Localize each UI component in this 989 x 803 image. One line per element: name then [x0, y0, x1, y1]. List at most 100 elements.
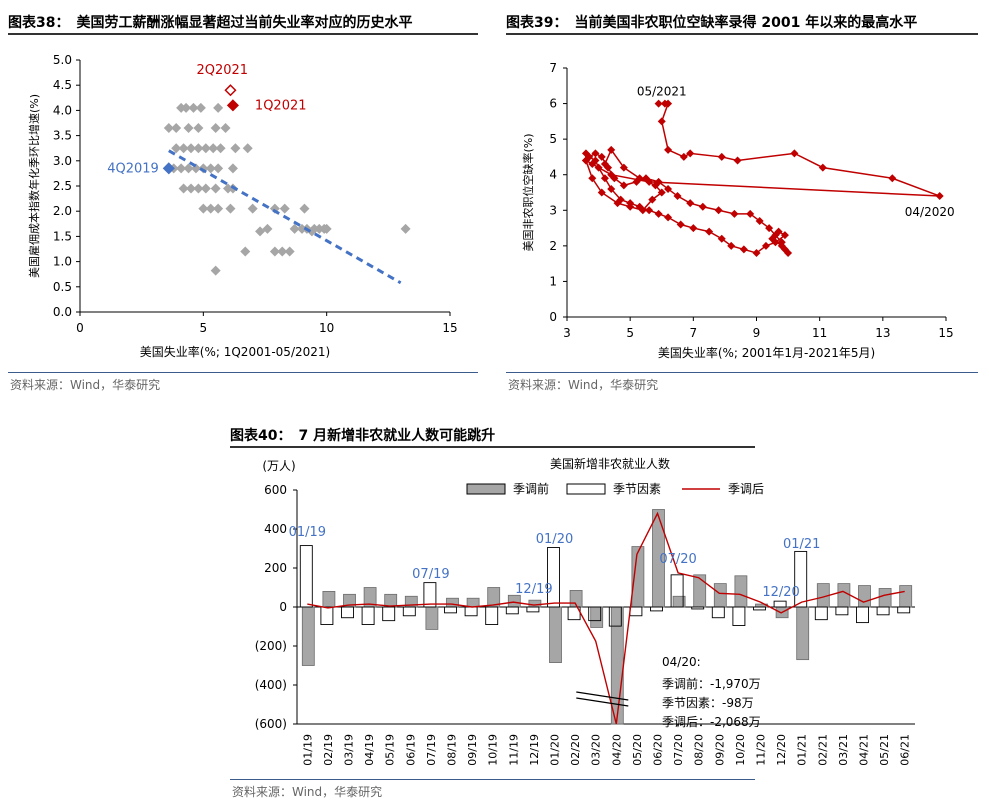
y-tick-label: (600)	[255, 717, 287, 731]
series-point	[654, 99, 663, 108]
bar-annotation: 12/19	[515, 582, 552, 597]
x-tick-label: 02/21	[816, 734, 829, 766]
bar-seasonal-factor	[650, 606, 663, 612]
series-point	[698, 202, 707, 211]
bar-seasonal-factor	[732, 606, 746, 626]
bar-seasonal-factor	[382, 606, 396, 622]
series-point	[730, 209, 739, 218]
x-tick-label: 01/19	[301, 734, 314, 766]
y-tick-label: 3.5	[53, 129, 72, 143]
series-point	[935, 192, 944, 201]
scatter-point	[200, 143, 211, 154]
bar-pre-seasonal	[446, 597, 459, 608]
series-point	[657, 188, 666, 197]
series-point	[626, 199, 635, 208]
x-tick-label: 12/19	[528, 734, 541, 766]
scatter-point	[400, 223, 411, 234]
chart40-bottom-rule	[230, 779, 755, 780]
series-point	[581, 149, 590, 158]
scatter-point	[220, 123, 231, 134]
series-point	[654, 177, 663, 186]
series-point	[638, 206, 647, 215]
series-point	[888, 174, 897, 183]
series-point	[746, 209, 755, 218]
bar-pre-seasonal	[878, 588, 892, 608]
y-tick-label: 400	[264, 522, 287, 536]
bar-annotation: 01/19	[289, 525, 326, 540]
bar-pre-seasonal	[899, 585, 913, 608]
x-tick-label: 06/20	[652, 734, 665, 766]
x-tick-label: 10/20	[734, 734, 747, 766]
y-tick-label: 1	[549, 274, 557, 288]
x-tick-label: 05/20	[631, 734, 644, 766]
scatter-point	[299, 203, 310, 214]
series-point	[705, 227, 714, 236]
chart39-title: 图表39： 当前美国非农职位空缺率录得 2001 年以来的最高水平	[506, 15, 918, 31]
scatter-point	[210, 265, 221, 276]
x-tick-label: 9	[753, 326, 761, 340]
bar-pre-seasonal	[713, 583, 727, 608]
series-point	[686, 149, 695, 158]
x-tick-label: 09/20	[713, 734, 726, 766]
series-point	[651, 181, 660, 190]
series-point	[771, 238, 780, 247]
series-point	[777, 241, 786, 250]
series-point	[648, 195, 657, 204]
legend-swatch	[466, 483, 506, 495]
series-point	[594, 163, 603, 172]
bar-annotation: 07/20	[659, 552, 696, 567]
scatter-point	[215, 143, 226, 154]
x-tick-label: 3	[563, 326, 571, 340]
x-tick-label: 15	[442, 321, 457, 335]
bar-seasonal-factor	[897, 606, 911, 614]
chart39-plot: 0 1 2 3 4 5 6 7 3 5 7 9 11 13 15 美国失业率(%; 2001年1月-2021年…	[521, 61, 955, 360]
chart39-source: 资料来源：Wind，华泰研究	[508, 378, 659, 392]
chart39-top-rule	[506, 33, 978, 35]
y-tick-label: 5.0	[53, 53, 72, 67]
scatter-point	[289, 223, 300, 234]
x-tick-label: 07/20	[672, 734, 685, 766]
scatter-point	[210, 183, 221, 194]
series-point	[591, 156, 600, 165]
x-tick-label: 10/19	[487, 734, 500, 766]
series-point	[818, 163, 827, 172]
x-axis-label: 美国失业率(%; 1Q2001-05/2021)	[140, 344, 330, 359]
bar-seasonal-factor	[547, 547, 560, 608]
series-point	[607, 184, 616, 193]
bar-pre-seasonal	[301, 606, 315, 666]
series-point	[591, 149, 600, 158]
scatter-point	[213, 163, 224, 174]
scatter-point	[176, 163, 187, 174]
scatter-point	[321, 223, 332, 234]
x-tick-label: 5	[200, 321, 208, 335]
y-tick-label: 6	[549, 97, 557, 111]
bar-pre-seasonal	[734, 575, 748, 608]
x-tick-label: 01/20	[549, 734, 562, 766]
bar-seasonal-factor	[320, 606, 334, 625]
y-tick-label: 0	[549, 310, 557, 324]
scatter-point	[186, 143, 196, 154]
x-tick-label: 12/20	[775, 734, 788, 766]
bar-seasonal-factor	[856, 606, 869, 624]
bar-seasonal-factor	[835, 606, 849, 616]
x-tick-label: 03/19	[343, 734, 356, 766]
highlight-label: 2Q2021	[196, 63, 248, 78]
scatter-point	[193, 183, 204, 194]
series-point	[597, 152, 606, 161]
bar-seasonal-factor	[526, 606, 540, 613]
bar-pre-seasonal	[837, 583, 851, 608]
chart40-source: 资料来源：Wind，华泰研究	[232, 785, 383, 799]
series-point	[600, 160, 609, 169]
chart40-title: 图表40： 7 月新增非农就业人数可能跳升	[230, 428, 496, 444]
x-tick-label: 03/21	[837, 734, 850, 766]
y-axis-label: 美国非农职位空缺率(%)	[521, 133, 535, 251]
x-tick-label: 02/20	[569, 734, 582, 766]
scatter-point	[200, 183, 211, 194]
series-point	[616, 195, 625, 204]
y-tick-label: 0.0	[53, 305, 72, 319]
series-point	[774, 227, 783, 236]
scatter-point	[225, 203, 236, 214]
series-point	[664, 213, 673, 222]
series-point	[635, 202, 644, 211]
bar-seasonal-factor	[299, 545, 313, 608]
